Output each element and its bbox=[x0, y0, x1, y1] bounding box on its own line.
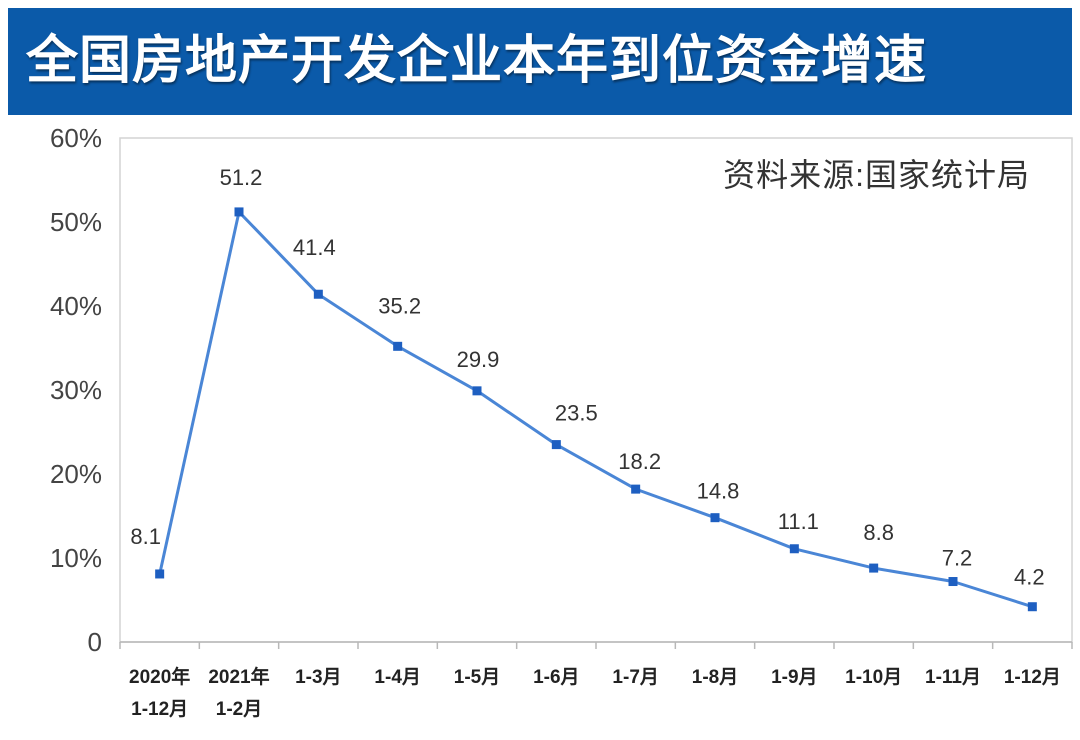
x-axis-labels: 2020年 1-12月 2021年 1-2月 1-3月 1-4月 1-5月 1-6月 1-7… bbox=[0, 662, 1080, 734]
data-label: 7.2 bbox=[942, 546, 973, 571]
data-point bbox=[789, 544, 799, 554]
data-label: 8.1 bbox=[130, 524, 161, 549]
y-tick-label: 60% bbox=[50, 123, 102, 153]
x-tick-label: 1-5月 bbox=[453, 667, 501, 688]
source-note: 资料来源:国家统计局 bbox=[723, 157, 1030, 193]
data-label: 4.2 bbox=[1014, 565, 1045, 590]
y-tick-label: 50% bbox=[50, 207, 102, 237]
plot-frame bbox=[119, 137, 1073, 643]
data-point bbox=[869, 563, 879, 573]
x-tick-label: 1-6月 bbox=[533, 667, 580, 688]
data-point bbox=[551, 440, 561, 450]
y-tick-label: 0 bbox=[88, 627, 102, 657]
data-point bbox=[472, 386, 482, 396]
x-tick-label: 1-4月 bbox=[374, 667, 421, 688]
chart-title: 全国房地产开发企业本年到位资金增速 bbox=[26, 32, 928, 90]
data-label: 35.2 bbox=[378, 293, 421, 318]
data-point bbox=[393, 341, 403, 351]
data-point bbox=[155, 569, 165, 579]
series-line bbox=[158, 210, 1033, 609]
data-label: 29.9 bbox=[457, 347, 500, 372]
data-label: 23.5 bbox=[555, 401, 598, 426]
data-point bbox=[313, 289, 323, 299]
y-tick-label: 20% bbox=[50, 459, 102, 489]
y-tick-label: 30% bbox=[50, 375, 102, 405]
data-label: 8.8 bbox=[863, 520, 894, 545]
data-label: 18.2 bbox=[618, 449, 661, 474]
x-tick-label: 1-12月 bbox=[1003, 667, 1061, 688]
x-tick-label: 1-7月 bbox=[612, 667, 659, 688]
data-label: 11.1 bbox=[778, 509, 819, 534]
y-tick-label: 10% bbox=[50, 543, 102, 573]
data-point bbox=[948, 577, 958, 587]
data-label: 51.2 bbox=[220, 165, 263, 190]
chart-canvas: 0 10% 20% 30% 40% 50% 60% 8.1 51.2 41.4 35.2 29.9 23… bbox=[50, 123, 1073, 657]
x-tick-label: 1-10月 bbox=[845, 667, 903, 688]
x-tick-label: 1-11月 bbox=[925, 667, 981, 688]
x-tick-label: 2021年 1-2月 bbox=[208, 667, 270, 720]
data-label: 14.8 bbox=[697, 479, 740, 504]
y-tick-label: 40% bbox=[50, 291, 102, 321]
data-point bbox=[234, 207, 244, 217]
data-point bbox=[631, 484, 641, 494]
x-tick-label: 1-8月 bbox=[691, 667, 739, 688]
x-tick-label: 1-9月 bbox=[771, 667, 818, 688]
data-point bbox=[1027, 602, 1037, 612]
data-point bbox=[710, 513, 720, 523]
x-tick-label: 2020年 1-12月 bbox=[129, 667, 191, 720]
title-banner: 全国房地产开发企业本年到位资金增速 bbox=[8, 8, 1072, 115]
data-label: 41.4 bbox=[293, 235, 336, 260]
x-tick-label: 1-3月 bbox=[295, 667, 342, 688]
